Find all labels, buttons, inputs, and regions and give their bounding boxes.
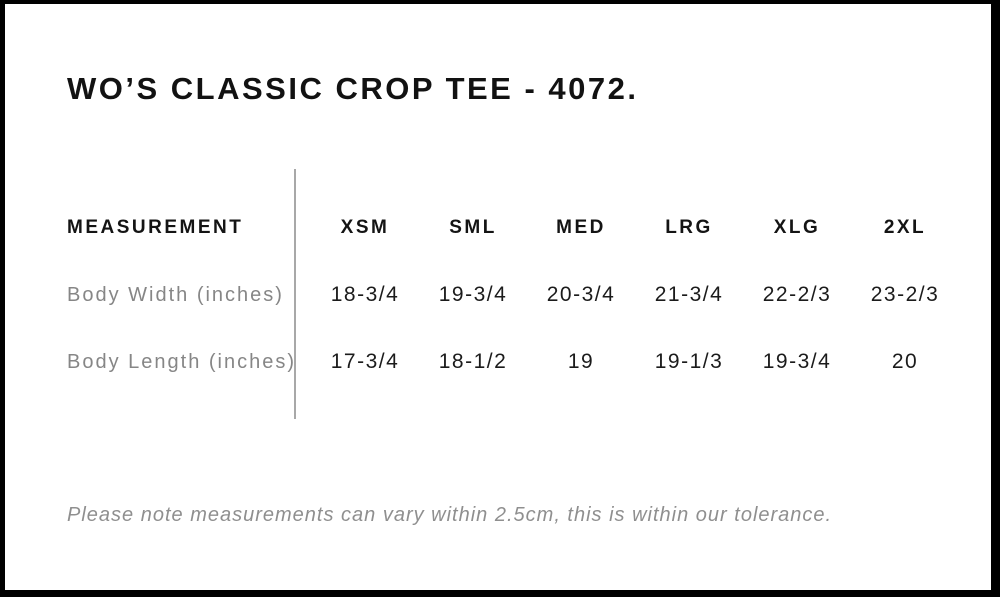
body-width-value-xlg: 22-2/3 [762,283,832,307]
page-title: WO’S CLASSIC CROP TEE - 4072. [67,71,639,106]
measurement-column-header: MEASUREMENT [67,217,244,239]
size-column-header-xlg: XLG [773,217,821,239]
body-width-value-med: 20-3/4 [546,283,616,307]
body-length-value-2xl: 20 [891,350,919,374]
size-column-header-sml: SML [449,217,497,239]
table-divider [294,169,296,420]
body-length-value-xlg: 19-3/4 [762,350,832,374]
body-length-value-med: 19 [567,350,595,374]
body-length-value-lrg: 19-1/3 [654,350,724,374]
body-length-value-xsm: 17-3/4 [330,350,400,374]
size-column-header-lrg: LRG [665,217,713,239]
body-width-value-lrg: 21-3/4 [654,283,724,307]
row-label-body-length: Body Length (inches) [67,350,297,373]
size-table: MEASUREMENT XSM SML MED LRG XLG 2XL Body… [67,169,960,420]
body-length-value-sml: 18-1/2 [438,350,508,374]
tolerance-note: Please note measurements can vary within… [67,504,833,527]
size-column-header-2xl: 2XL [883,217,927,239]
body-width-value-xsm: 18-3/4 [330,283,400,307]
body-width-value-sml: 19-3/4 [438,283,508,307]
body-width-value-2xl: 23-2/3 [870,283,940,307]
row-label-body-width: Body Width (inches) [67,283,284,306]
size-column-header-xsm: XSM [340,217,390,239]
size-column-header-med: MED [556,217,606,239]
